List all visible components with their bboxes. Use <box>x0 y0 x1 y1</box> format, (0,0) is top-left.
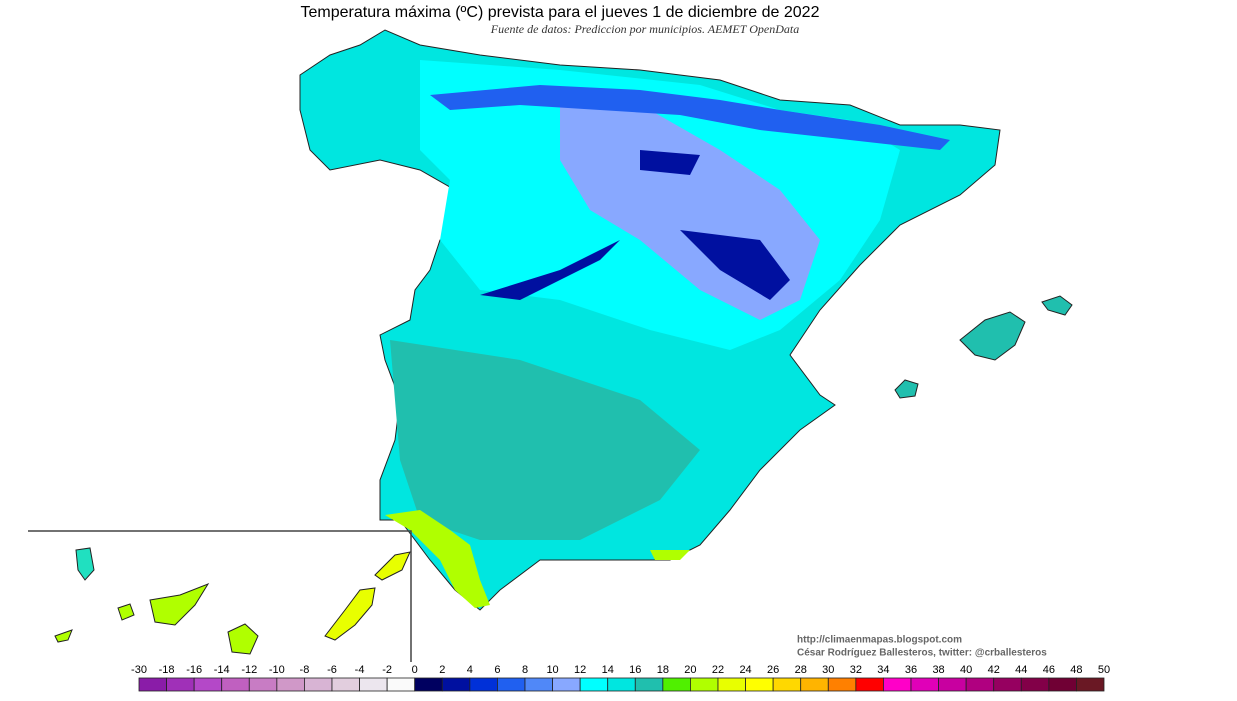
balearic-islands <box>894 295 1073 399</box>
legend-swatch <box>634 677 664 692</box>
legend-swatch <box>993 677 1022 692</box>
legend-label: 44 <box>1015 664 1027 676</box>
legend-swatch <box>883 677 912 692</box>
legend-label: 22 <box>712 664 724 676</box>
legend-swatch <box>248 677 278 692</box>
legend-label: 16 <box>629 664 641 676</box>
legend-swatch <box>386 677 416 692</box>
legend-swatch <box>662 677 691 692</box>
legend-swatch <box>497 677 526 692</box>
legend-swatch <box>138 677 167 692</box>
legend-swatch <box>855 677 884 692</box>
legend-label: -30 <box>131 664 147 676</box>
legend-label: 2 <box>439 664 445 676</box>
legend-label: 42 <box>988 664 1000 676</box>
legend-swatch <box>772 677 802 692</box>
canary-inset <box>28 530 412 662</box>
legend-label: 36 <box>905 664 917 676</box>
legend-label: 24 <box>739 664 751 676</box>
legend-swatch <box>938 677 967 692</box>
legend-label: 6 <box>494 664 500 676</box>
title: Temperatura máxima (ºC) prevista para el… <box>301 4 820 21</box>
legend-swatch <box>607 677 636 692</box>
legend-label: -18 <box>159 664 175 676</box>
legend-swatch <box>193 677 223 692</box>
legend-swatch <box>304 677 333 692</box>
subtitle: Fuente de datos: Prediccion por municipi… <box>490 22 799 36</box>
credit-url: http://climaenmapas.blogspot.com <box>797 635 962 646</box>
legend-swatch <box>800 677 829 692</box>
color-legend: -30 -18 -16 -14 -12 -10 -8 -6 -4 -2 0 2 4 6 8 10 12 14 16 1… <box>131 664 1110 692</box>
legend-label: 30 <box>822 664 834 676</box>
legend-label: 14 <box>602 664 614 676</box>
legend-swatch <box>331 677 360 692</box>
legend-label: 10 <box>546 664 558 676</box>
legend-label: 20 <box>684 664 696 676</box>
legend-label: 34 <box>877 664 889 676</box>
peninsula <box>299 29 1001 611</box>
credit-author: César Rodríguez Ballesteros, twitter: @c… <box>797 648 1047 659</box>
legend-label: 48 <box>1070 664 1082 676</box>
legend-swatch <box>414 677 443 692</box>
legend-swatch <box>469 677 498 692</box>
legend-swatch <box>827 677 857 692</box>
legend-label: -14 <box>214 664 230 676</box>
legend-swatch <box>717 677 746 692</box>
legend-label: 50 <box>1098 664 1110 676</box>
legend-swatch <box>910 677 939 692</box>
legend-swatch <box>552 677 581 692</box>
legend-label: 18 <box>657 664 669 676</box>
legend-swatch <box>1020 677 1050 692</box>
legend-label: 32 <box>850 664 862 676</box>
legend-label: 0 <box>412 664 418 676</box>
legend-label: 28 <box>795 664 807 676</box>
legend-swatch <box>276 677 305 692</box>
legend-label: 4 <box>467 664 473 676</box>
legend-swatch <box>441 677 471 692</box>
legend-swatch <box>965 677 995 692</box>
legend-swatch <box>524 677 553 692</box>
legend-label: -12 <box>241 664 257 676</box>
legend-swatch <box>221 677 250 692</box>
legend-label: -2 <box>382 664 392 676</box>
legend-label: -10 <box>269 664 285 676</box>
legend-label: 46 <box>1043 664 1055 676</box>
legend-swatch <box>690 677 719 692</box>
legend-label: 40 <box>960 664 972 676</box>
legend-label: 8 <box>522 664 528 676</box>
legend-label: 12 <box>574 664 586 676</box>
legend-swatch <box>745 677 774 692</box>
legend-label: 26 <box>767 664 779 676</box>
legend-label: -8 <box>300 664 310 676</box>
legend-label: 38 <box>932 664 944 676</box>
legend-swatch <box>166 677 195 692</box>
legend-label: -16 <box>186 664 202 676</box>
legend-swatch <box>359 677 388 692</box>
legend-swatch <box>1048 677 1077 692</box>
legend-swatch <box>579 677 609 692</box>
legend-swatch <box>1076 677 1105 692</box>
legend-label: -6 <box>327 664 337 676</box>
legend-label: -4 <box>355 664 365 676</box>
